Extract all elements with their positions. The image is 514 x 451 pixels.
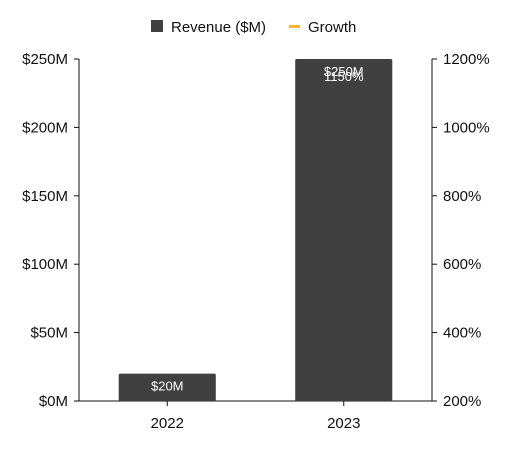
y-right-tick-label: 800%	[443, 188, 481, 205]
x-tick-label: 2022	[151, 415, 184, 432]
data-label-growth: 1150%	[324, 69, 364, 84]
y-left-tick-label: $250M	[22, 51, 68, 68]
legend-label-growth: Growth	[308, 19, 356, 36]
y-left-tick-label: $150M	[22, 188, 68, 205]
bar-revenue	[118, 373, 216, 401]
legend-label-revenue: Revenue ($M)	[171, 19, 266, 36]
y-right-tick-label: 1000%	[443, 119, 490, 136]
bars	[118, 59, 393, 401]
y-left-tick-label: $0M	[39, 393, 68, 410]
legend: Revenue ($M) Growth	[151, 19, 356, 36]
legend-swatch-growth	[289, 25, 300, 28]
legend-swatch-revenue	[151, 20, 163, 32]
data-label-revenue: $20M	[151, 379, 184, 394]
bar-revenue	[295, 59, 393, 401]
y-right-tick-label: 400%	[443, 325, 481, 342]
data-label-revenue: $250M	[324, 64, 364, 79]
y-right-tick-label: 200%	[443, 393, 481, 410]
y-left-tick-label: $50M	[30, 325, 68, 342]
y-left-tick-label: $200M	[22, 119, 68, 136]
y-right-tick-label: 1200%	[443, 51, 490, 68]
x-tick-label: 2023	[327, 415, 360, 432]
y-left-tick-label: $100M	[22, 256, 68, 273]
y-right-tick-label: 600%	[443, 256, 481, 273]
axes: $0M $50M $100M $150M $200M $250M 200% 400% 600% 8…	[22, 51, 490, 432]
